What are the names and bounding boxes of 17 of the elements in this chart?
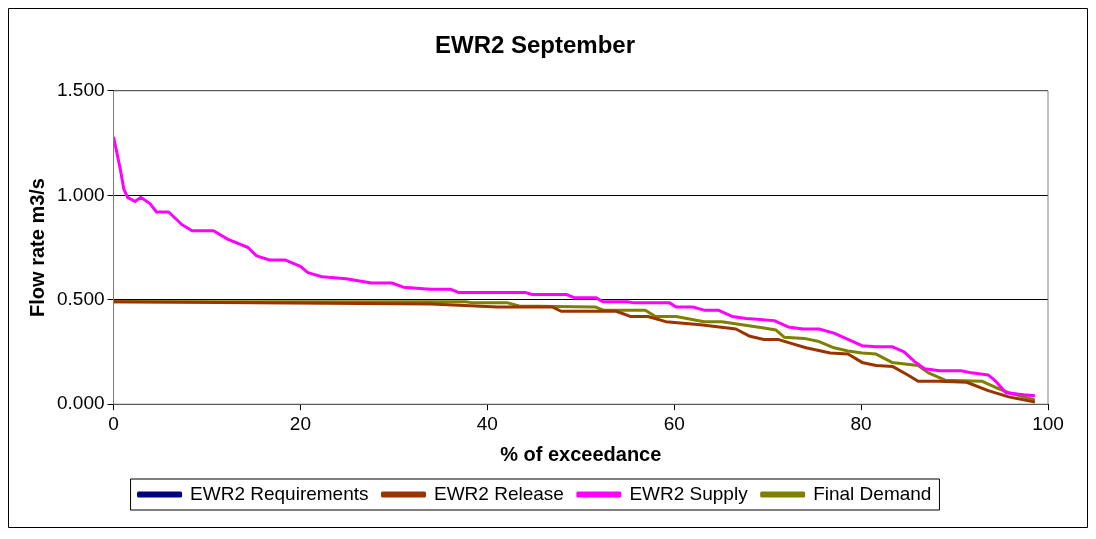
- x-tick-label: 20: [289, 412, 312, 434]
- legend-label: EWR2 Release: [434, 482, 564, 504]
- x-tick-label: 40: [476, 412, 498, 434]
- y-tick-label: 1.000: [57, 183, 105, 205]
- y-tick-label: 1.500: [57, 79, 105, 101]
- x-axis-title: % of exceedance: [500, 442, 662, 465]
- y-tick-label: 0.500: [57, 287, 105, 309]
- y-tick-label: 0.000: [57, 392, 105, 414]
- x-tick-label: 0: [108, 412, 119, 434]
- legend-label: EWR2 Supply: [629, 482, 749, 504]
- legend-label: Final Demand: [813, 482, 932, 504]
- x-tick-label: 100: [1032, 412, 1064, 434]
- y-axis-title: Flow rate m3/s: [25, 178, 48, 317]
- chart-title: EWR2 September: [434, 31, 636, 59]
- x-tick-label: 60: [663, 412, 685, 434]
- legend-label: EWR2 Requirements: [190, 482, 369, 504]
- x-tick-label: 80: [850, 412, 872, 434]
